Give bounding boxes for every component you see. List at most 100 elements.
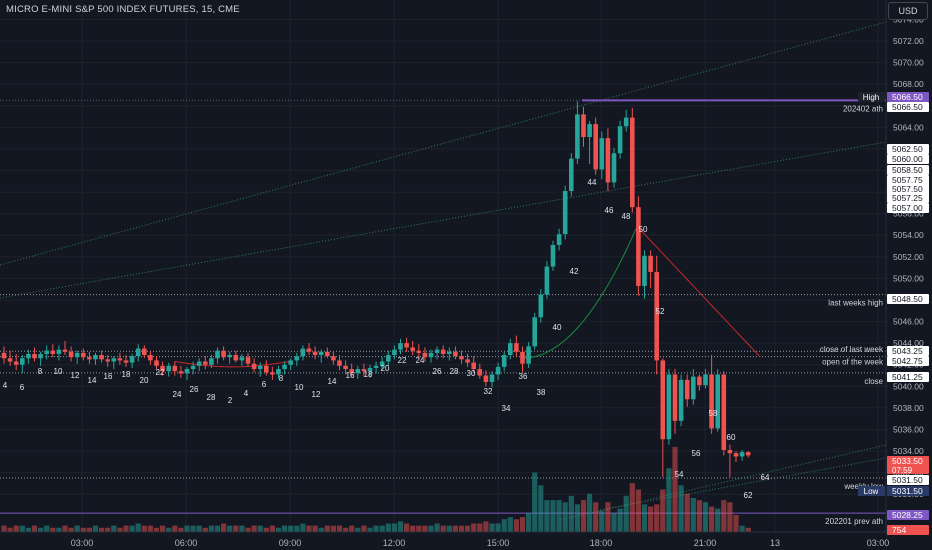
symbol-title: MICRO E-MINI S&P 500 INDEX FUTURES, 15, … bbox=[6, 4, 240, 15]
volume-bar bbox=[501, 519, 507, 532]
level-label: 202402 ath bbox=[843, 104, 883, 113]
price-tag bbox=[887, 486, 929, 496]
price-tick-label: 5034.00 bbox=[893, 446, 924, 456]
volume-bar bbox=[208, 525, 214, 532]
bar-count-label: 32 bbox=[484, 387, 493, 396]
bar-count-label: 10 bbox=[295, 383, 304, 392]
volume-bar bbox=[166, 527, 172, 532]
candle-body bbox=[38, 353, 43, 359]
price-tag-prefix-bg bbox=[858, 486, 885, 496]
bar-count-label: 48 bbox=[622, 212, 631, 221]
candle-body bbox=[465, 359, 470, 363]
candle-body bbox=[428, 352, 434, 358]
price-tag bbox=[887, 102, 929, 112]
candle-body bbox=[367, 367, 373, 372]
candle-body bbox=[398, 343, 403, 350]
candle-body bbox=[26, 353, 31, 359]
level-label: close bbox=[864, 377, 883, 386]
volume-bar bbox=[544, 500, 550, 532]
price-tag bbox=[887, 165, 929, 175]
volume-bar bbox=[178, 527, 184, 532]
volume-bar bbox=[538, 485, 544, 532]
price-tag bbox=[887, 184, 929, 194]
currency-button[interactable]: USD bbox=[888, 2, 928, 20]
volume-bar bbox=[123, 525, 129, 532]
candle-body bbox=[154, 360, 159, 366]
volume-bar bbox=[172, 525, 178, 532]
volume-bar bbox=[605, 502, 611, 532]
candle-body bbox=[422, 352, 428, 358]
volume-bar bbox=[245, 527, 251, 532]
candle-body bbox=[672, 374, 678, 421]
volume-bar bbox=[13, 525, 19, 532]
volume-bar bbox=[56, 527, 62, 532]
price-tick-label: 5036.00 bbox=[893, 424, 924, 434]
volume-bar bbox=[477, 523, 483, 532]
volume-bar bbox=[312, 525, 318, 532]
candle-body bbox=[343, 365, 348, 370]
candle-body bbox=[575, 114, 580, 159]
candle-body bbox=[20, 358, 25, 365]
volume-bar bbox=[587, 493, 593, 532]
volume-bar bbox=[129, 525, 135, 532]
volume-bar bbox=[263, 527, 269, 532]
candle-body bbox=[550, 244, 556, 267]
candle-body bbox=[611, 153, 617, 183]
volume-bar bbox=[440, 525, 446, 532]
volume-bar bbox=[599, 510, 605, 532]
bar-count-label: 36 bbox=[519, 372, 528, 381]
level-label: last weeks high bbox=[828, 299, 883, 308]
bar-count-label: 6 bbox=[20, 383, 25, 392]
candle-body bbox=[331, 356, 336, 361]
bar-count-label: 56 bbox=[692, 449, 701, 458]
volume-bar bbox=[367, 527, 373, 532]
volume-bar bbox=[282, 525, 288, 532]
volume-bar bbox=[416, 525, 422, 532]
volume-bar bbox=[696, 500, 702, 532]
candle-body bbox=[93, 355, 98, 360]
volume-bar bbox=[324, 525, 330, 532]
time-tick-label: 18:00 bbox=[590, 538, 613, 548]
bar-count-label: 2 bbox=[228, 396, 233, 405]
volume-bar bbox=[611, 512, 617, 532]
bar-count-label: 52 bbox=[656, 307, 665, 316]
volume-bar bbox=[513, 519, 519, 532]
volume-bar bbox=[135, 523, 141, 532]
candle-body bbox=[678, 379, 684, 421]
candle-body bbox=[361, 369, 367, 372]
bar-count-label: 40 bbox=[553, 323, 562, 332]
candle-body bbox=[684, 379, 690, 400]
bar-count-label: 64 bbox=[761, 473, 770, 482]
bar-count-label: 22 bbox=[398, 356, 407, 365]
candle-body bbox=[276, 369, 281, 375]
price-tick-label: 5070.00 bbox=[893, 58, 924, 68]
volume-bar bbox=[25, 527, 31, 532]
bar-count-label: 4 bbox=[244, 389, 249, 398]
time-tick-label: 03:00 bbox=[867, 538, 890, 548]
time-tick-label: 15:00 bbox=[487, 538, 510, 548]
volume-bar bbox=[31, 525, 38, 532]
candle-body bbox=[703, 374, 708, 386]
price-tick-label: 5068.00 bbox=[893, 79, 924, 89]
price-tag-label: 5041.25 bbox=[892, 372, 923, 382]
price-tag-label: 5033.50 bbox=[892, 456, 923, 466]
candle-body bbox=[129, 356, 135, 363]
volume-bar bbox=[306, 525, 312, 532]
volume-bar bbox=[111, 525, 117, 532]
candle-body bbox=[733, 453, 739, 457]
candle-body bbox=[532, 317, 537, 347]
candle-body bbox=[459, 356, 464, 360]
volume-bar bbox=[452, 525, 458, 532]
candle-body bbox=[294, 356, 300, 361]
candle-body bbox=[123, 360, 129, 363]
candle-body bbox=[56, 349, 62, 354]
bar-count-label: 26 bbox=[433, 367, 442, 376]
candle-body bbox=[495, 366, 501, 375]
trend-line bbox=[599, 457, 887, 511]
candle-body bbox=[605, 138, 611, 183]
candle-body bbox=[569, 158, 574, 192]
volume-bar bbox=[574, 504, 580, 532]
candle-body bbox=[660, 360, 666, 440]
price-tag bbox=[887, 154, 929, 164]
